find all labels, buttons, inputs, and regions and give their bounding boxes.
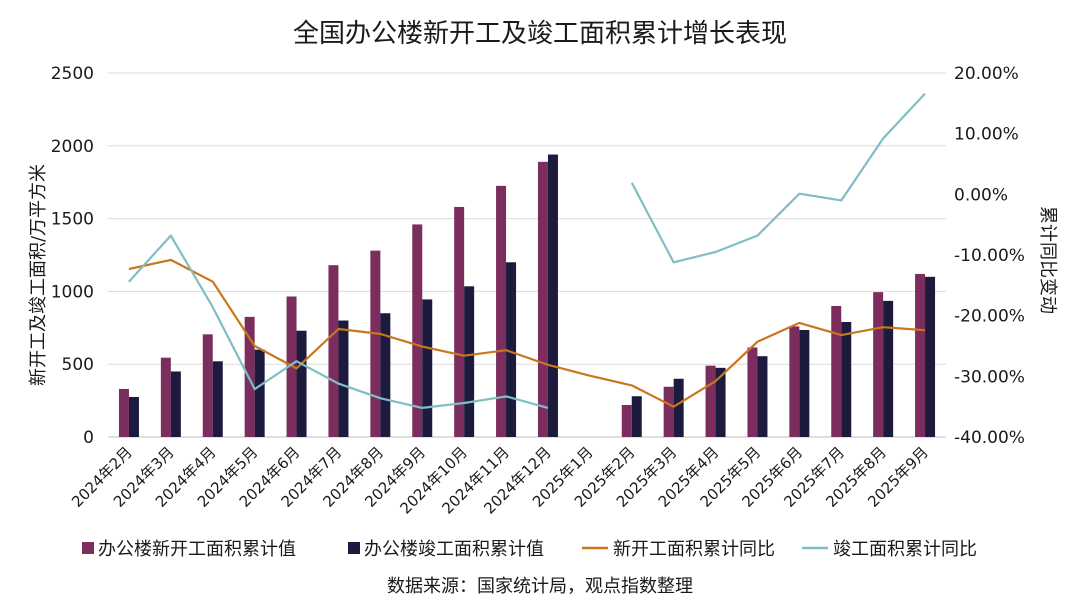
bar-new-start (118, 388, 129, 437)
bar-completion (883, 300, 894, 437)
bar-completion (715, 367, 726, 437)
y-tick-label: 2500 (51, 64, 94, 84)
bar-new-start (412, 224, 423, 437)
bar-completion (757, 356, 768, 437)
bar-new-start (537, 161, 548, 438)
legend-label: 竣工面积累计同比 (833, 539, 977, 560)
bar-new-start (915, 273, 926, 437)
bar-new-start (202, 334, 213, 437)
bar-new-start (831, 305, 842, 437)
bar-new-start (370, 250, 381, 437)
bar-new-start (663, 386, 674, 437)
y2-axis-title: 累计同比变动 (1037, 206, 1058, 314)
bar-completion (841, 321, 852, 437)
legend: 办公楼新开工面积累计值 办公楼竣工面积累计值 新开工面积累计同比 竣工面积累计同比 (82, 539, 977, 560)
bar-completion (254, 349, 265, 437)
bar-completion (212, 361, 223, 437)
line-completion-yoy (128, 92, 926, 409)
bar-new-start (705, 365, 716, 437)
bar-completion (464, 286, 475, 437)
bar-completion (296, 330, 307, 437)
y-tick-label: 500 (62, 355, 94, 375)
bar-completion (170, 371, 181, 437)
chart-source-note: 数据来源：国家统计局，观点指数整理 (387, 576, 693, 597)
y2-tick-label: 20.00% (954, 64, 1019, 84)
bar-new-start (789, 326, 800, 437)
legend-label: 办公楼竣工面积累计值 (364, 539, 544, 560)
y2-tick-label: 0.00% (954, 185, 1008, 205)
bar-new-start (328, 265, 339, 437)
bar-new-start (621, 404, 632, 437)
y2-tick-label: -40.00% (954, 428, 1025, 448)
bar-new-start (496, 185, 507, 437)
y2-tick-label: 10.00% (954, 125, 1019, 145)
y-tick-label: 0 (83, 428, 94, 448)
y-tick-label: 1500 (51, 210, 94, 230)
y-axis-title: 新开工及竣工面积/万平方米 (28, 164, 49, 386)
line-series (128, 92, 926, 409)
bar-completion (799, 329, 810, 437)
bar-completion (631, 396, 642, 437)
bar-new-start (454, 206, 465, 437)
bar-completion (338, 320, 349, 437)
line-new-start-yoy (128, 258, 926, 408)
legend-swatch (82, 542, 94, 554)
y-tick-label: 2000 (51, 137, 94, 157)
bar-completion (128, 396, 139, 437)
bar-completion (380, 313, 391, 437)
bar-new-start (747, 347, 758, 437)
bar-completion (673, 378, 684, 437)
legend-label: 办公楼新开工面积累计值 (98, 539, 296, 560)
bar-new-start (160, 357, 171, 437)
legend-label: 新开工面积累计同比 (613, 539, 775, 560)
bar-completion (925, 276, 936, 437)
bar-series (118, 154, 936, 438)
y2-tick-label: -10.00% (954, 246, 1025, 266)
y-tick-label: 1000 (51, 282, 94, 302)
bar-completion (422, 299, 433, 437)
y2-tick-label: -20.00% (954, 307, 1025, 327)
legend-swatch (348, 542, 360, 554)
gridlines (108, 72, 946, 365)
chart-title: 全国办公楼新开工及竣工面积累计增长表现 (293, 19, 787, 49)
bar-new-start (873, 292, 884, 437)
bar-completion (547, 154, 558, 437)
bar-completion (506, 262, 517, 437)
y2-tick-label: -30.00% (954, 367, 1025, 387)
